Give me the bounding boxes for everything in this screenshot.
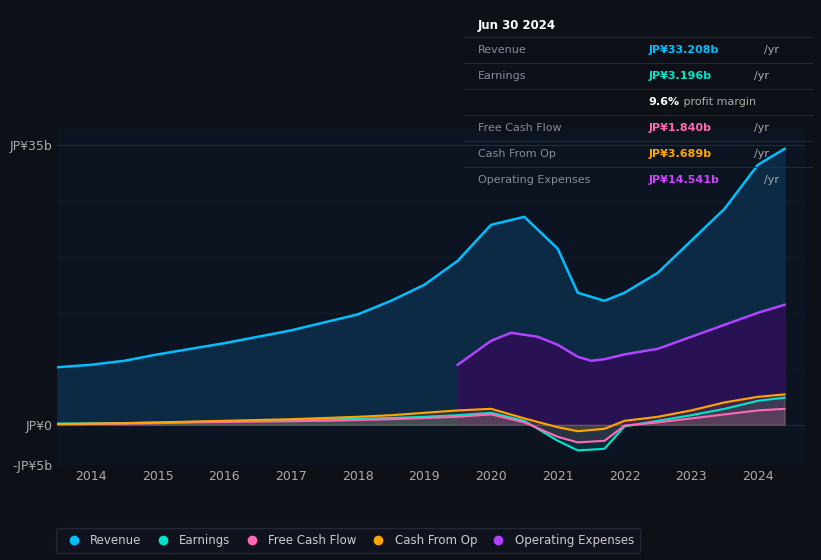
Text: Earnings: Earnings	[478, 71, 526, 81]
Text: JP¥3.689b: JP¥3.689b	[649, 149, 712, 159]
Text: JP¥3.196b: JP¥3.196b	[649, 71, 712, 81]
Text: /yr: /yr	[764, 45, 779, 55]
Text: 9.6%: 9.6%	[649, 97, 680, 107]
Text: Operating Expenses: Operating Expenses	[478, 175, 590, 185]
Text: JP¥14.541b: JP¥14.541b	[649, 175, 720, 185]
Text: JP¥33.208b: JP¥33.208b	[649, 45, 719, 55]
Text: /yr: /yr	[754, 71, 769, 81]
Text: /yr: /yr	[764, 175, 779, 185]
Text: Revenue: Revenue	[478, 45, 526, 55]
Text: /yr: /yr	[754, 123, 769, 133]
Text: Cash From Op: Cash From Op	[478, 149, 556, 159]
Text: JP¥1.840b: JP¥1.840b	[649, 123, 712, 133]
Text: Jun 30 2024: Jun 30 2024	[478, 19, 556, 32]
Legend: Revenue, Earnings, Free Cash Flow, Cash From Op, Operating Expenses: Revenue, Earnings, Free Cash Flow, Cash …	[56, 528, 640, 553]
Text: Free Cash Flow: Free Cash Flow	[478, 123, 562, 133]
Text: profit margin: profit margin	[680, 97, 756, 107]
Text: /yr: /yr	[754, 149, 769, 159]
